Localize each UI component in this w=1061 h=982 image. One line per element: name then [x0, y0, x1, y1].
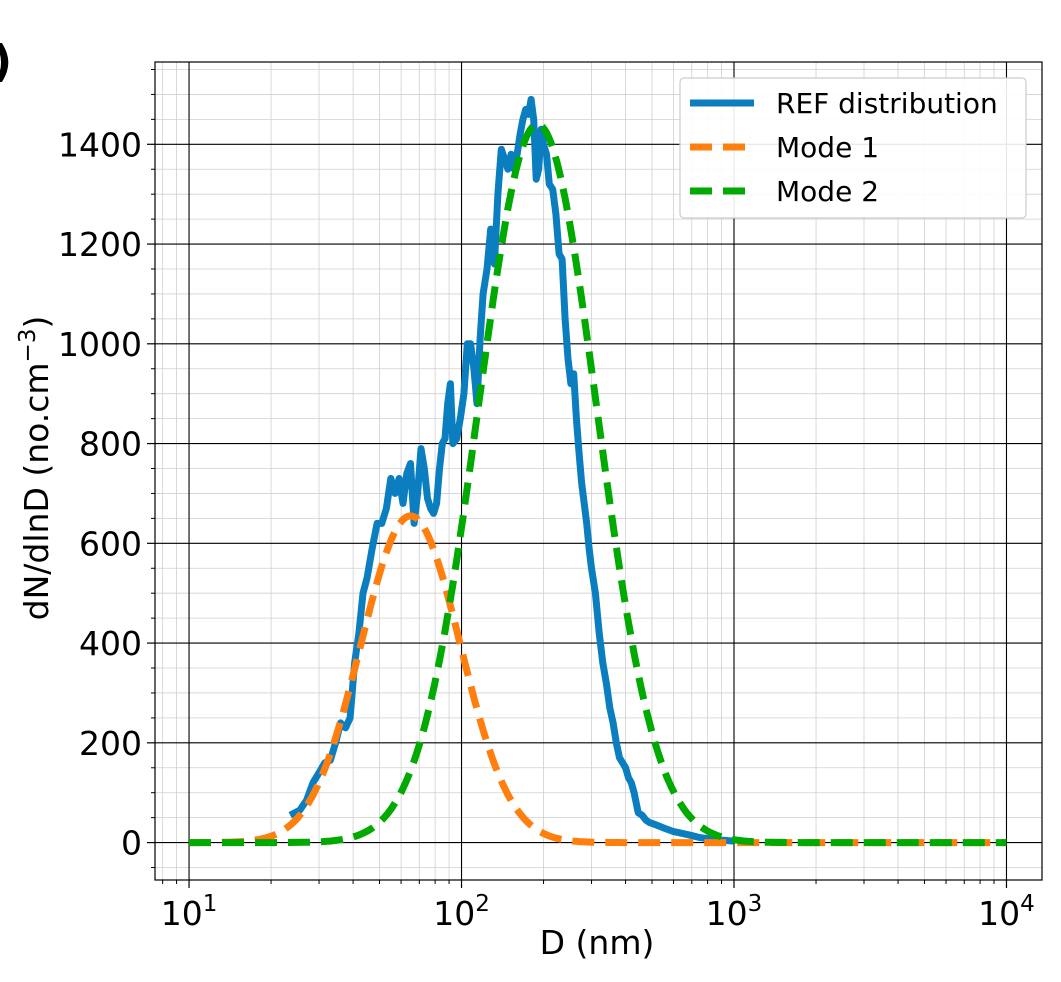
y-axis-title: dN/dlnD (no.cm−3) — [15, 316, 56, 621]
x-tick-label-base: 10 — [706, 894, 748, 933]
y-tick-label: 1400 — [58, 125, 142, 164]
y-axis-title-main: dN/dlnD (no.cm — [17, 362, 56, 620]
x-tick-label: 104 — [978, 891, 1035, 933]
axis-ticks — [147, 68, 1008, 888]
x-tick-label-exp: 3 — [748, 891, 763, 917]
legend: REF distribution Mode 1 Mode 2 — [679, 77, 1027, 219]
plot-frame — [154, 61, 1043, 881]
legend-label-3: Mode 2 — [776, 175, 879, 208]
y-tick-label: 600 — [79, 524, 142, 563]
x-tick-label: 102 — [433, 891, 490, 933]
x-axis-title: D (nm) — [540, 923, 655, 962]
y-tick-label: 0 — [121, 824, 142, 863]
y-tick-labels: 0 200 400 600 800 1000 1200 1400 — [58, 125, 142, 862]
panel-label: ) — [0, 36, 12, 87]
y-axis-title-sup: −3 — [15, 329, 41, 363]
series-line-2 — [187, 512, 1008, 847]
legend-label-1: REF distribution — [776, 87, 998, 120]
x-tick-label-base: 10 — [978, 894, 1020, 933]
y-tick-label: 1200 — [58, 225, 142, 264]
series-line-3 — [187, 121, 1008, 847]
x-tick-label: 103 — [706, 891, 763, 933]
legend-box — [679, 77, 1027, 219]
y-tick-label: 200 — [79, 724, 142, 763]
y-tick-label: 800 — [79, 425, 142, 464]
x-tick-label-base: 10 — [161, 894, 203, 933]
y-tick-label: 1000 — [58, 325, 142, 364]
x-tick-label-exp: 4 — [1020, 891, 1035, 917]
y-tick-label: 400 — [79, 624, 142, 663]
x-tick-label-exp: 1 — [203, 891, 218, 917]
x-tick-label-exp: 2 — [475, 891, 490, 917]
y-axis-title-close: ) — [17, 316, 56, 329]
x-tick-labels: 101 102 103 104 — [161, 891, 1035, 933]
series-layer — [187, 95, 1008, 847]
legend-label-2: Mode 1 — [776, 131, 879, 164]
series-line-1 — [288, 95, 735, 845]
x-tick-label-base: 10 — [433, 894, 475, 933]
x-tick-label: 101 — [161, 891, 218, 933]
